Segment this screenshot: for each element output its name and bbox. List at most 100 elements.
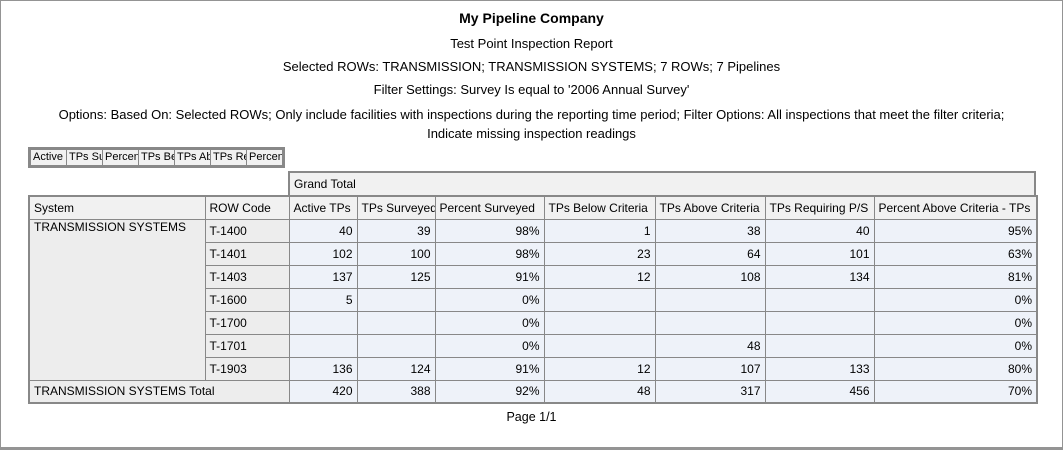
tps-above-cell: [654, 287, 766, 312]
total-percent-surveyed-cell: 92%: [434, 379, 545, 404]
row-code-cell: T-1600: [204, 287, 290, 312]
tps-below-cell: 23: [543, 241, 656, 266]
table-row: TRANSMISSION SYSTEMS T-1400 40 39 98% 1 …: [28, 218, 1038, 381]
chip-percent-surveyed[interactable]: Percen: [102, 149, 139, 166]
column-header-tps-requiring-ps: TPs Requiring P/S: [764, 195, 875, 220]
total-tps-surveyed-cell: 388: [356, 379, 436, 404]
report-title: Test Point Inspection Report: [450, 36, 613, 51]
tps-requiring-cell: [764, 310, 875, 335]
tps-below-cell: 12: [543, 264, 656, 289]
tps-surveyed-cell: 125: [356, 264, 436, 289]
column-header-active-tps: Active TPs: [288, 195, 358, 220]
percent-surveyed-cell: 0%: [434, 310, 545, 335]
percent-above-cell: 95%: [873, 218, 1038, 243]
percent-surveyed-cell: 0%: [434, 287, 545, 312]
percent-above-cell: 0%: [873, 333, 1038, 358]
chip-tps-above-criteria[interactable]: TPs Ab: [174, 149, 211, 166]
tps-above-cell: 64: [654, 241, 766, 266]
active-tps-cell: 40: [288, 218, 358, 243]
tps-requiring-cell: 101: [764, 241, 875, 266]
inspection-report-table: System ROW Code Active TPs TPs Surveyed …: [28, 195, 1038, 404]
percent-surveyed-cell: 98%: [434, 218, 545, 243]
column-header-row: System ROW Code Active TPs TPs Surveyed …: [28, 195, 1038, 220]
filter-settings-line: Filter Settings: Survey Is equal to '200…: [373, 82, 690, 97]
table-row: T-1903 136 124 91% 12 107 133 80%: [29, 356, 1038, 381]
table-row: T-1401 102 100 98% 23 64 101 63%: [29, 241, 1038, 266]
chip-tps-requiring-ps[interactable]: TPs Re: [210, 149, 247, 166]
row-code-cell: T-1701: [204, 333, 290, 358]
tps-below-cell: [543, 287, 656, 312]
percent-above-cell: 0%: [873, 310, 1038, 335]
tps-below-cell: [543, 310, 656, 335]
total-percent-above-cell: 70%: [873, 379, 1038, 404]
tps-above-cell: 38: [654, 218, 766, 243]
percent-surveyed-cell: 0%: [434, 333, 545, 358]
total-tps-below-cell: 48: [543, 379, 656, 404]
table-row: T-1700 0% 0%: [29, 310, 1038, 335]
column-header-system: System: [28, 195, 206, 220]
percent-above-cell: 0%: [873, 287, 1038, 312]
tps-surveyed-cell: 39: [356, 218, 436, 243]
table-row: T-1403 137 125 91% 12 108 134 81%: [29, 264, 1038, 289]
row-code-cell: T-1401: [204, 241, 290, 266]
active-tps-cell: [288, 310, 358, 335]
column-header-tps-above-criteria: TPs Above Criteria: [654, 195, 766, 220]
total-label-cell: TRANSMISSION SYSTEMS Total: [28, 379, 290, 404]
tps-above-cell: 108: [654, 264, 766, 289]
total-tps-requiring-cell: 456: [764, 379, 875, 404]
chip-tps-surveyed[interactable]: TPs Su: [66, 149, 103, 166]
grand-total-header: Grand Total: [288, 171, 1036, 197]
chip-tps-below-criteria[interactable]: TPs Be: [138, 149, 175, 166]
chip-active-tps[interactable]: Active: [30, 149, 67, 166]
active-tps-cell: 102: [288, 241, 358, 266]
options-line: Options: Based On: Selected ROWs; Only i…: [58, 107, 1005, 141]
total-active-tps-cell: 420: [288, 379, 358, 404]
chip-percent-above-criteria[interactable]: Percen: [246, 149, 283, 166]
tps-surveyed-cell: 100: [356, 241, 436, 266]
column-header-percent-above-criteria: Percent Above Criteria - TPs: [873, 195, 1038, 220]
tps-requiring-cell: 133: [764, 356, 875, 381]
column-header-tps-surveyed: TPs Surveyed: [356, 195, 436, 220]
tps-surveyed-cell: [356, 310, 436, 335]
active-tps-cell: 136: [288, 356, 358, 381]
page-number: Page 1/1: [506, 410, 557, 424]
column-header-tps-below-criteria: TPs Below Criteria: [543, 195, 656, 220]
row-code-cell: T-1403: [204, 264, 290, 289]
system-group-cell: TRANSMISSION SYSTEMS: [28, 218, 206, 381]
tps-below-cell: [543, 333, 656, 358]
tps-requiring-cell: [764, 287, 875, 312]
grand-total-row: TRANSMISSION SYSTEMS Total 420 388 92% 4…: [28, 379, 1038, 404]
tps-below-cell: 1: [543, 218, 656, 243]
active-tps-cell: 137: [288, 264, 358, 289]
percent-surveyed-cell: 91%: [434, 264, 545, 289]
column-chip-strip: Active TPs Su Percen TPs Be TPs Ab TPs R…: [28, 147, 285, 168]
tps-surveyed-cell: [356, 287, 436, 312]
percent-above-cell: 81%: [873, 264, 1038, 289]
percent-above-cell: 63%: [873, 241, 1038, 266]
active-tps-cell: 5: [288, 287, 358, 312]
tps-above-cell: [654, 310, 766, 335]
tps-above-cell: 48: [654, 333, 766, 358]
table-row: T-1600 5 0% 0%: [29, 287, 1038, 312]
column-header-percent-surveyed: Percent Surveyed: [434, 195, 545, 220]
total-tps-above-cell: 317: [654, 379, 766, 404]
percent-above-cell: 80%: [873, 356, 1038, 381]
percent-surveyed-cell: 91%: [434, 356, 545, 381]
row-code-cell: T-1700: [204, 310, 290, 335]
row-code-cell: T-1400: [204, 218, 290, 243]
tps-requiring-cell: [764, 333, 875, 358]
tps-surveyed-cell: [356, 333, 436, 358]
active-tps-cell: [288, 333, 358, 358]
tps-below-cell: 12: [543, 356, 656, 381]
row-code-cell: T-1903: [204, 356, 290, 381]
tps-above-cell: 107: [654, 356, 766, 381]
tps-surveyed-cell: 124: [356, 356, 436, 381]
percent-surveyed-cell: 98%: [434, 241, 545, 266]
column-header-row-code: ROW Code: [204, 195, 290, 220]
company-title: My Pipeline Company: [459, 10, 604, 26]
selected-rows-line: Selected ROWs: TRANSMISSION; TRANSMISSIO…: [282, 59, 781, 74]
tps-requiring-cell: 40: [764, 218, 875, 243]
report-header: My Pipeline Company Test Point Inspectio…: [1, 5, 1062, 143]
tps-requiring-cell: 134: [764, 264, 875, 289]
